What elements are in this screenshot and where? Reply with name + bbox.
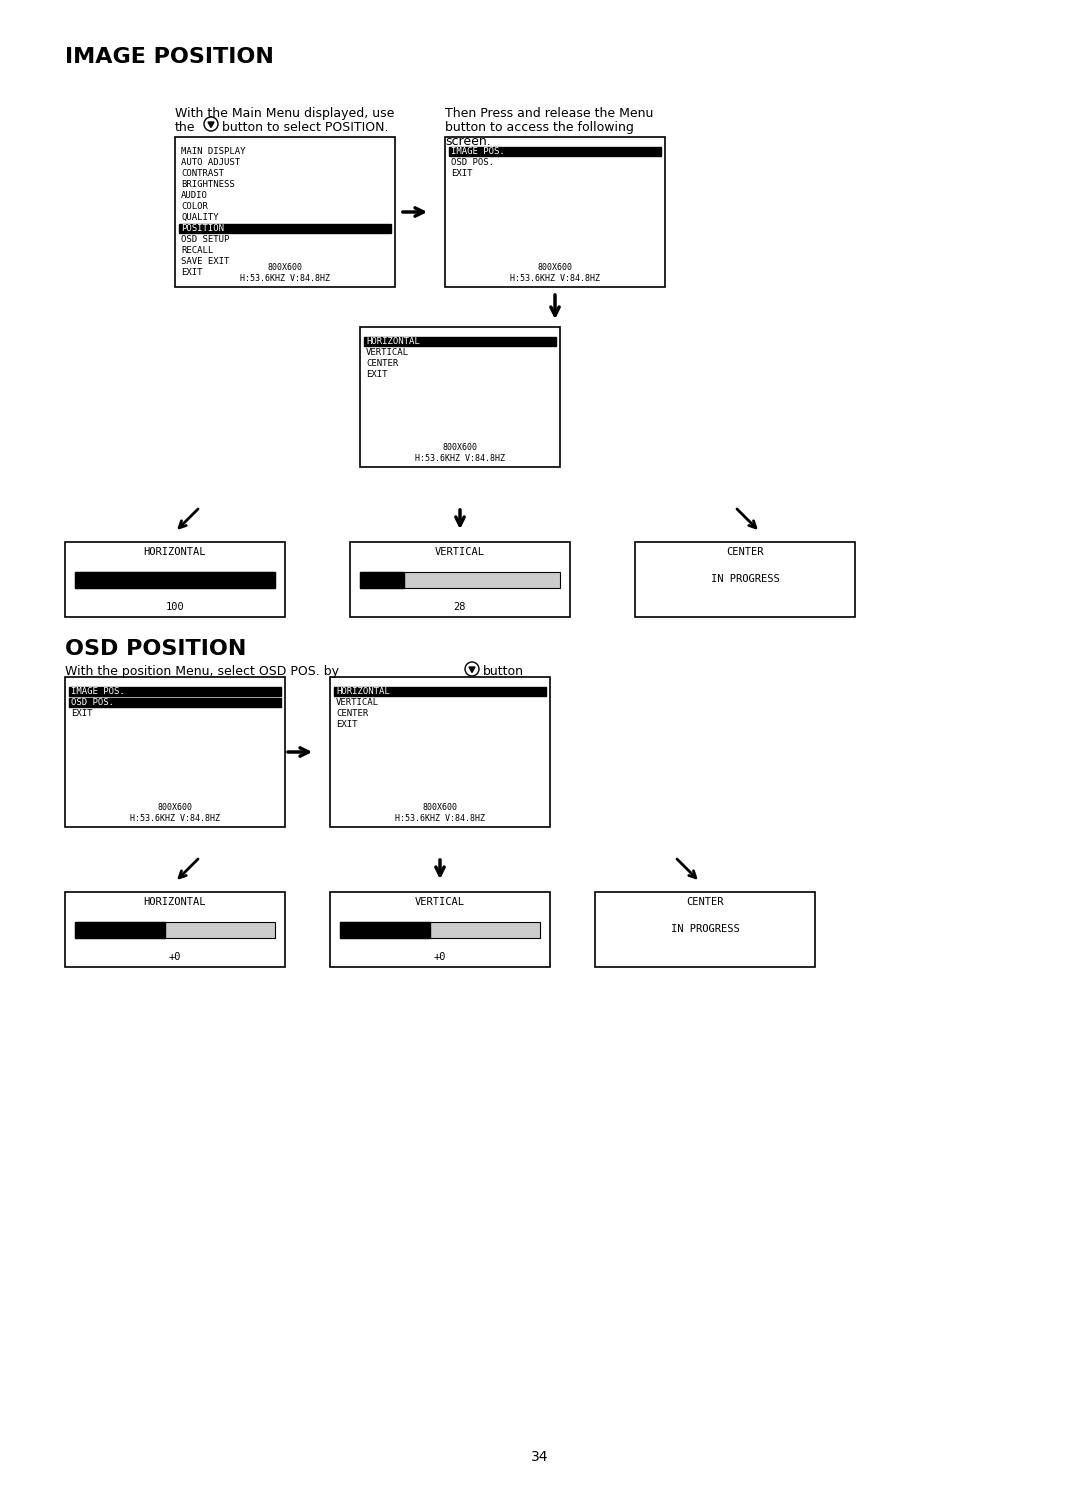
Text: VERTICAL: VERTICAL xyxy=(366,348,409,357)
Text: RECALL: RECALL xyxy=(181,246,213,255)
Text: 800X600
H:53.6KHZ V:84.8HZ: 800X600 H:53.6KHZ V:84.8HZ xyxy=(240,262,330,283)
Text: SAVE EXIT: SAVE EXIT xyxy=(181,258,229,267)
Bar xyxy=(175,137,395,286)
Text: CENTER: CENTER xyxy=(726,547,764,558)
Bar xyxy=(350,543,570,616)
Text: IMAGE POS.: IMAGE POS. xyxy=(71,687,125,696)
Bar xyxy=(635,543,855,616)
Bar xyxy=(360,571,404,588)
Text: EXIT: EXIT xyxy=(451,169,473,178)
Bar xyxy=(75,571,275,588)
Text: VERTICAL: VERTICAL xyxy=(415,897,465,907)
Text: 28: 28 xyxy=(454,601,467,612)
Bar xyxy=(75,921,165,937)
Bar xyxy=(65,677,285,827)
Text: button to access the following: button to access the following xyxy=(445,121,634,134)
Bar xyxy=(449,148,661,157)
Bar xyxy=(65,892,285,967)
Bar xyxy=(330,677,550,827)
Text: 34: 34 xyxy=(531,1450,549,1463)
Bar xyxy=(65,543,285,616)
Bar xyxy=(334,687,546,696)
Text: COLOR: COLOR xyxy=(181,202,207,211)
Text: HORIZONTAL: HORIZONTAL xyxy=(336,687,390,696)
Polygon shape xyxy=(469,668,475,672)
Text: With the position Menu, select OSD POS. by: With the position Menu, select OSD POS. … xyxy=(65,665,339,678)
Text: EXIT: EXIT xyxy=(71,708,93,717)
Bar xyxy=(340,921,540,937)
Text: OSD POS.: OSD POS. xyxy=(451,158,494,167)
Polygon shape xyxy=(208,122,214,128)
Text: EXIT: EXIT xyxy=(366,371,388,378)
Bar xyxy=(179,225,391,234)
Bar xyxy=(340,921,430,937)
Text: POSITION: POSITION xyxy=(181,225,224,234)
Bar xyxy=(75,921,275,937)
Text: 100: 100 xyxy=(165,601,185,612)
Text: EXIT: EXIT xyxy=(336,720,357,729)
Text: VERTICAL: VERTICAL xyxy=(435,547,485,558)
Text: CENTER: CENTER xyxy=(336,708,368,717)
Text: CONTRAST: CONTRAST xyxy=(181,169,224,178)
Text: button to select POSITION.: button to select POSITION. xyxy=(222,121,389,134)
Bar xyxy=(445,137,665,286)
Text: +0: +0 xyxy=(434,952,446,961)
Bar xyxy=(69,687,281,696)
Bar xyxy=(364,338,556,347)
Text: AUDIO: AUDIO xyxy=(181,191,207,200)
Text: OSD SETUP: OSD SETUP xyxy=(181,235,229,244)
Text: AUTO ADJUST: AUTO ADJUST xyxy=(181,158,240,167)
Text: 800X600
H:53.6KHZ V:84.8HZ: 800X600 H:53.6KHZ V:84.8HZ xyxy=(395,803,485,823)
Bar xyxy=(69,698,281,707)
Text: button: button xyxy=(483,665,524,678)
Bar xyxy=(330,892,550,967)
Text: IMAGE POS.: IMAGE POS. xyxy=(451,148,504,157)
Text: QUALITY: QUALITY xyxy=(181,212,218,222)
Bar xyxy=(595,892,815,967)
Bar xyxy=(360,571,561,588)
Text: HORIZONTAL: HORIZONTAL xyxy=(144,897,206,907)
Text: VERTICAL: VERTICAL xyxy=(336,698,379,707)
Text: EXIT: EXIT xyxy=(181,268,203,277)
Text: HORIZONTAL: HORIZONTAL xyxy=(144,547,206,558)
Text: HORIZONTAL: HORIZONTAL xyxy=(366,338,420,347)
Text: 800X600
H:53.6KHZ V:84.8HZ: 800X600 H:53.6KHZ V:84.8HZ xyxy=(130,803,220,823)
Text: IN PROGRESS: IN PROGRESS xyxy=(711,574,780,585)
Text: screen.: screen. xyxy=(445,136,490,148)
Text: OSD POSITION: OSD POSITION xyxy=(65,639,246,659)
Text: CENTER: CENTER xyxy=(686,897,724,907)
Text: With the Main Menu displayed, use: With the Main Menu displayed, use xyxy=(175,107,394,121)
Text: 800X600
H:53.6KHZ V:84.8HZ: 800X600 H:53.6KHZ V:84.8HZ xyxy=(415,443,505,463)
Text: MAIN DISPLAY: MAIN DISPLAY xyxy=(181,148,245,157)
Text: BRIGHTNESS: BRIGHTNESS xyxy=(181,179,234,188)
Text: CENTER: CENTER xyxy=(366,359,399,368)
Text: IN PROGRESS: IN PROGRESS xyxy=(671,924,740,934)
Text: 800X600
H:53.6KHZ V:84.8HZ: 800X600 H:53.6KHZ V:84.8HZ xyxy=(510,262,600,283)
Text: OSD POS.: OSD POS. xyxy=(71,698,114,707)
Text: +0: +0 xyxy=(168,952,181,961)
Text: IMAGE POSITION: IMAGE POSITION xyxy=(65,47,274,66)
Text: Then Press and release the Menu: Then Press and release the Menu xyxy=(445,107,653,121)
Bar xyxy=(360,327,561,467)
Bar xyxy=(75,571,275,588)
Text: the: the xyxy=(175,121,195,134)
